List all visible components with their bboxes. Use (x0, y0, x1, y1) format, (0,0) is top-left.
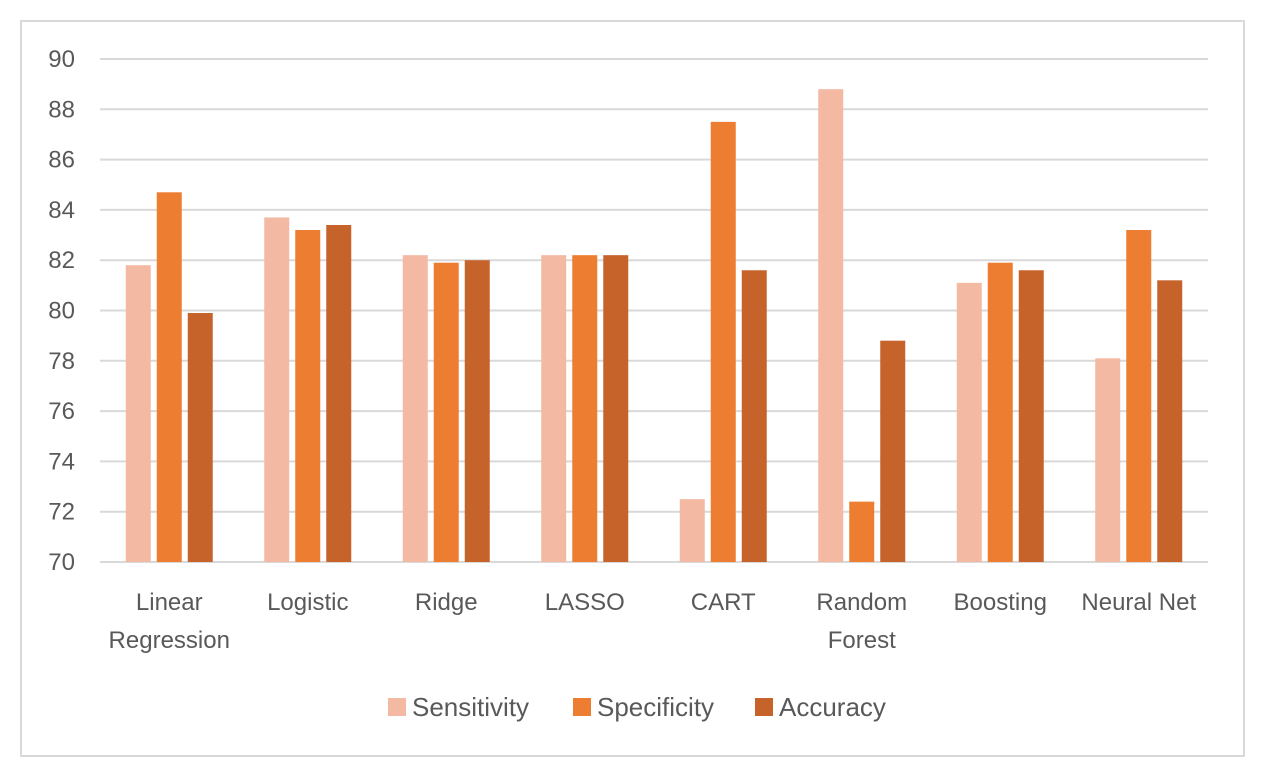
y-tick-label: 80 (48, 298, 75, 325)
bar-specificity-logistic (295, 230, 321, 562)
bar-sensitivity-cart (679, 499, 705, 562)
bar-accuracy-lasso (603, 255, 629, 563)
x-axis-ticks: Linear Regression Logistic Ridge LASSO CART Ra… (109, 589, 1197, 654)
bars (125, 89, 1183, 563)
x-tick-label: Boosting (954, 589, 1047, 616)
legend-swatch-sensitivity (388, 698, 406, 716)
x-tick-label: Random (816, 589, 907, 616)
legend: Sensitivity Specificity Accuracy (388, 692, 886, 722)
bar-sensitivity-ridge (402, 255, 428, 563)
y-tick-label: 84 (48, 197, 75, 224)
legend-swatch-accuracy (755, 698, 773, 716)
bar-sensitivity-lasso (541, 255, 567, 563)
bar-sensitivity-boosting (956, 282, 982, 562)
bar-accuracy-boosting (1018, 270, 1044, 562)
x-tick-label: LASSO (545, 589, 625, 616)
x-tick-label: Ridge (415, 589, 478, 616)
legend-label-sensitivity: Sensitivity (412, 692, 529, 722)
y-tick-label: 78 (48, 348, 75, 375)
legend-label-specificity: Specificity (597, 692, 714, 722)
x-tick-label: Linear (136, 589, 203, 616)
bar-accuracy-neural-net (1157, 280, 1183, 562)
bar-sensitivity-logistic (264, 217, 290, 562)
bar-specificity-cart (710, 121, 736, 562)
bar-specificity-linear-regression (156, 192, 182, 563)
y-tick-label: 72 (48, 499, 75, 526)
y-axis-ticks: 70 72 74 76 78 80 82 84 86 88 90 (48, 46, 75, 576)
x-tick-label: CART (691, 589, 756, 616)
y-tick-label: 70 (48, 549, 75, 576)
x-tick-label: Regression (109, 627, 230, 654)
bar-specificity-lasso (572, 255, 598, 563)
bar-accuracy-random-forest (880, 340, 906, 562)
x-tick-label: Neural Net (1081, 589, 1196, 616)
y-tick-label: 86 (48, 147, 75, 174)
legend-label-accuracy: Accuracy (779, 692, 886, 722)
y-tick-label: 74 (48, 448, 75, 475)
bar-specificity-ridge (433, 262, 459, 562)
bar-accuracy-ridge (464, 260, 490, 562)
y-tick-label: 90 (48, 46, 75, 73)
bar-accuracy-linear-regression (187, 313, 213, 562)
bar-accuracy-logistic (326, 224, 352, 563)
bar-sensitivity-linear-regression (125, 265, 151, 562)
bar-sensitivity-random-forest (818, 89, 844, 563)
x-tick-label: Logistic (267, 589, 348, 616)
y-tick-label: 82 (48, 247, 75, 274)
y-tick-label: 88 (48, 96, 75, 123)
y-tick-label: 76 (48, 398, 75, 425)
x-tick-label: Forest (828, 627, 896, 654)
legend-swatch-specificity (573, 698, 591, 716)
bar-accuracy-cart (741, 270, 767, 562)
bar-specificity-neural-net (1126, 230, 1152, 562)
bar-specificity-random-forest (849, 501, 875, 562)
bar-specificity-boosting (987, 262, 1013, 562)
bar-sensitivity-neural-net (1095, 358, 1121, 562)
